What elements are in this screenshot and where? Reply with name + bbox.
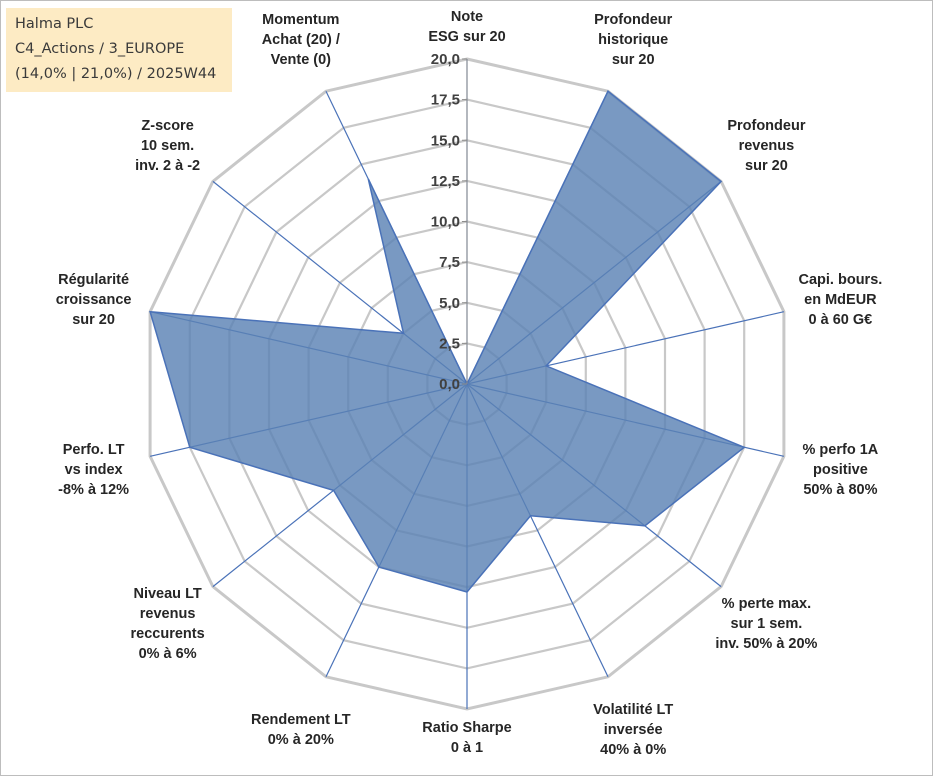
axis-label-line: historique	[598, 32, 668, 48]
axis-label-line: Rendement LT	[251, 712, 351, 728]
tick-label: 10,0	[431, 214, 460, 231]
axis-label-line: en MdEUR	[804, 292, 877, 308]
axis-label-line: Vente (0)	[271, 52, 332, 68]
info-box: Halma PLC C4_Actions / 3_EUROPE (14,0% |…	[6, 8, 232, 92]
axis-label: Niveau LT revenus reccurents 0% à 6%	[131, 586, 205, 662]
axis-label-line: Volatilité LT	[593, 702, 673, 718]
axis-label-line: 0% à 6%	[139, 646, 197, 662]
axis-label-line: inv. 50% à 20%	[715, 636, 817, 652]
axis-label-line: Capi. bours.	[799, 272, 883, 288]
tick-label: 15,0	[431, 132, 460, 149]
series-area	[149, 90, 746, 593]
axis-label: Régularité croissance sur 20	[56, 272, 132, 328]
axis-label-line: Z-score	[141, 118, 193, 134]
radial-tick-labels: 0,0 2,5 5,0 7,5 10,0 12,5 15,0 17,5 20,0	[431, 51, 468, 393]
tick-label: 17,5	[431, 92, 460, 109]
portfolio-category: C4_Actions / 3_EUROPE	[15, 41, 185, 57]
axis-label-line: Niveau LT	[133, 586, 201, 602]
axis-label-line: sur 20	[612, 52, 655, 68]
axis-label: Profondeur revenus sur 20	[727, 118, 805, 174]
axis-label-line: Ratio Sharpe	[422, 720, 511, 736]
axis-label-line: Note	[451, 9, 483, 25]
axis-label-line: Régularité	[58, 272, 129, 288]
axis-label-line: reccurents	[131, 626, 205, 642]
axis-label-line: revenus	[739, 138, 795, 154]
axis-label: Note ESG sur 20	[428, 9, 505, 45]
axis-label-line: 0 à 60 G€	[809, 312, 873, 328]
axis-label: % perte max. sur 1 sem. inv. 50% à 20%	[715, 596, 817, 652]
tick-label: 5,0	[439, 295, 460, 312]
axis-label-line: ESG sur 20	[428, 29, 505, 45]
axis-label: Z-score 10 sem. inv. 2 à -2	[135, 118, 200, 174]
axis-label-line: Profondeur	[594, 12, 672, 28]
axis-label-line: sur 20	[745, 158, 788, 174]
axis-label-line: 10 sem.	[141, 138, 194, 154]
tick-label: 7,5	[439, 254, 460, 271]
axis-label: Profondeur historique sur 20	[594, 12, 672, 68]
axis-label-line: vs index	[65, 462, 123, 478]
axis-label-line: Achat (20) /	[262, 32, 340, 48]
performance-summary: (14,0% | 21,0%) / 2025W44	[15, 66, 217, 82]
axis-label: Ratio Sharpe 0 à 1	[422, 720, 511, 756]
axis-label-line: sur 1 sem.	[731, 616, 803, 632]
axis-label-line: Momentum	[262, 12, 339, 28]
axis-label-line: positive	[813, 462, 868, 478]
axis-label: Rendement LT 0% à 20%	[251, 712, 351, 748]
axis-label-line: 40% à 0%	[600, 742, 666, 758]
tick-label: 0,0	[439, 376, 460, 393]
tick-label: 20,0	[431, 51, 460, 68]
axis-label-line: croissance	[56, 292, 132, 308]
axis-label: Capi. bours. en MdEUR 0 à 60 G€	[799, 272, 883, 328]
axis-label-line: Perfo. LT	[63, 442, 125, 458]
axis-label-line: revenus	[140, 606, 196, 622]
axis-label: Perfo. LT vs index -8% à 12%	[58, 442, 129, 498]
axis-labels: Note ESG sur 20 Profondeur historique sur 20…	[56, 9, 883, 758]
axis-label-line: inversée	[604, 722, 663, 738]
axis-label-line: 0% à 20%	[268, 732, 334, 748]
company-name: Halma PLC	[15, 16, 94, 32]
axis-label-line: % perfo 1A	[803, 442, 879, 458]
tick-label: 12,5	[431, 173, 460, 190]
axis-label: % perfo 1A positive 50% à 80%	[803, 442, 879, 498]
axis-label-line: -8% à 12%	[58, 482, 129, 498]
axis-label: Momentum Achat (20) / Vente (0)	[262, 12, 340, 68]
radar-series	[149, 90, 746, 593]
axis-label: Volatilité LT inversée 40% à 0%	[593, 702, 673, 758]
axis-label-line: % perte max.	[722, 596, 811, 612]
axis-label-line: inv. 2 à -2	[135, 158, 200, 174]
axis-label-line: Profondeur	[727, 118, 805, 134]
axis-label-line: sur 20	[72, 312, 115, 328]
axis-label-line: 0 à 1	[451, 740, 483, 756]
axis-label-line: 50% à 80%	[803, 482, 877, 498]
tick-label: 2,5	[439, 335, 460, 352]
